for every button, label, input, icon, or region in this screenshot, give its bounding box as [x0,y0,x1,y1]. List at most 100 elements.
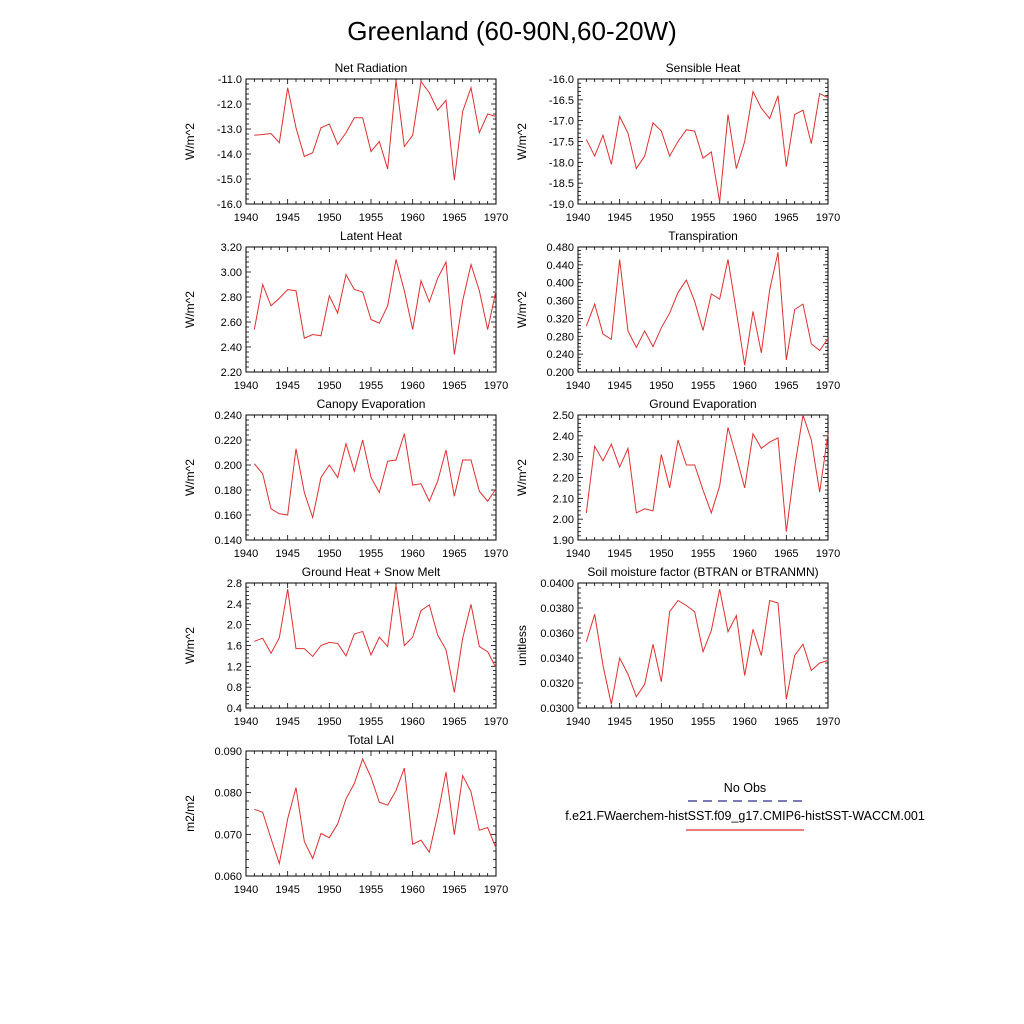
x-tick-label: 1955 [359,548,383,560]
plot-frame [245,78,497,205]
y-tick-label: -15.0 [217,174,242,186]
panel-title: Ground Heat + Snow Melt [302,565,441,579]
x-tick-label: 1970 [484,884,508,896]
x-tick-label: 1965 [442,548,466,560]
y-tick-label: 0.180 [214,485,242,497]
series-line [585,414,829,532]
y-tick-label: 0.070 [214,829,242,841]
y-tick-label: 0.0300 [540,703,574,715]
x-tick-label: 1970 [816,716,840,728]
x-tick-label: 1950 [649,380,673,392]
panel-8: 1940 1945 1950 1955 1960 1965 1970 0.0300 0.0320… [515,565,840,728]
panels: 1940 1945 1950 1955 1960 1965 1970 -16.0 -15.0 -1… [183,61,840,896]
panel-9: 1940 1945 1950 1955 1960 1965 1970 0.060 0.070 0.… [183,733,508,896]
y-axis-label: W/m^2 [183,627,197,664]
panel-title: Total LAI [348,733,395,747]
x-tick-label: 1950 [317,716,341,728]
x-tick-label: 1960 [400,212,424,224]
x-tick-label: 1945 [275,884,299,896]
series-line [253,433,497,520]
panel-title: Ground Evaporation [649,397,756,411]
y-tick-label: -17.0 [549,116,574,128]
plot-frame [245,246,497,373]
x-tick-label: 1940 [234,716,258,728]
x-tick-label: 1945 [275,380,299,392]
y-tick-label: 0.480 [546,242,574,254]
y-tick-label: 1.90 [553,535,574,547]
panel-4: 1940 1945 1950 1955 1960 1965 1970 0.200 0.240 0.… [515,229,840,392]
panel-6: 1940 1945 1950 1955 1960 1965 1970 1.90 2.00 2.10… [515,397,840,560]
y-tick-label: 0.160 [214,510,242,522]
panel-title: Net Radiation [335,61,408,75]
x-tick-label: 1970 [816,548,840,560]
y-tick-label: -18.5 [549,178,574,190]
panel-title: Latent Heat [340,229,403,243]
x-tick-label: 1950 [317,212,341,224]
x-tick-label: 1950 [317,548,341,560]
y-tick-label: -17.5 [549,137,574,149]
series-line [254,80,497,181]
y-tick-label: 0.0360 [540,628,574,640]
y-tick-label: 0.0380 [540,603,574,615]
y-tick-label: 2.0 [227,620,242,632]
y-axis-label: W/m^2 [183,459,197,496]
y-tick-label: -11.0 [218,74,242,86]
x-tick-label: 1965 [774,548,798,560]
x-tick-label: 1965 [442,380,466,392]
x-tick-label: 1965 [442,716,466,728]
x-tick-label: 1940 [234,884,258,896]
x-tick-label: 1965 [774,380,798,392]
y-tick-label: -16.0 [217,199,242,211]
x-tick-label: 1960 [400,548,424,560]
series-line [585,589,829,705]
x-tick-label: 1960 [400,716,424,728]
plot-frame [577,246,829,373]
x-tick-label: 1955 [359,716,383,728]
x-tick-label: 1955 [359,212,383,224]
x-tick-label: 1940 [566,548,590,560]
x-tick-label: 1950 [317,884,341,896]
x-tick-label: 1960 [400,884,424,896]
x-tick-label: 1945 [275,212,299,224]
x-tick-label: 1960 [732,716,756,728]
y-tick-label: 0.060 [214,871,242,883]
x-tick-label: 1945 [275,716,299,728]
panel-3: 1940 1945 1950 1955 1960 1965 1970 2.20 2.40 2.60… [183,229,508,392]
x-tick-label: 1965 [774,716,798,728]
figure-title: Greenland (60-90N,60-20W) [347,16,677,46]
y-tick-label: 0.220 [214,435,242,447]
y-tick-label: 3.20 [221,242,242,254]
y-tick-label: -12.0 [217,99,242,111]
y-axis-label: W/m^2 [515,123,529,160]
y-axis-label: W/m^2 [515,291,529,328]
x-tick-label: 1940 [566,380,590,392]
series-line [585,89,829,203]
y-tick-label: -16.5 [549,95,574,107]
x-tick-label: 1955 [691,380,715,392]
x-tick-label: 1960 [732,548,756,560]
x-tick-label: 1970 [816,212,840,224]
x-tick-label: 1940 [566,212,590,224]
legend: No Obs f.e21.FWaerchem-histSST.f09_g17.C… [565,781,925,831]
y-tick-label: 0.280 [546,331,574,343]
legend-label-model: f.e21.FWaerchem-histSST.f09_g17.CMIP6-hi… [565,809,925,823]
x-tick-label: 1955 [359,380,383,392]
y-tick-label: 0.0320 [540,678,574,690]
panel-title: Transpiration [668,229,738,243]
panel-title: Sensible Heat [666,61,741,75]
y-tick-label: -19.0 [549,199,574,211]
y-tick-label: 0.0400 [540,578,574,590]
y-axis-label: m2/m2 [183,795,197,832]
y-tick-label: 2.50 [553,410,574,422]
y-tick-label: 2.4 [227,599,242,611]
x-tick-label: 1945 [275,548,299,560]
y-tick-label: 0.8 [227,682,242,694]
y-tick-label: 0.200 [214,460,242,472]
y-tick-label: 2.20 [221,367,242,379]
series-line [254,585,497,693]
series-line [254,757,497,866]
x-tick-label: 1970 [484,716,508,728]
x-tick-label: 1970 [816,380,840,392]
x-tick-label: 1965 [774,212,798,224]
x-tick-label: 1970 [484,212,508,224]
